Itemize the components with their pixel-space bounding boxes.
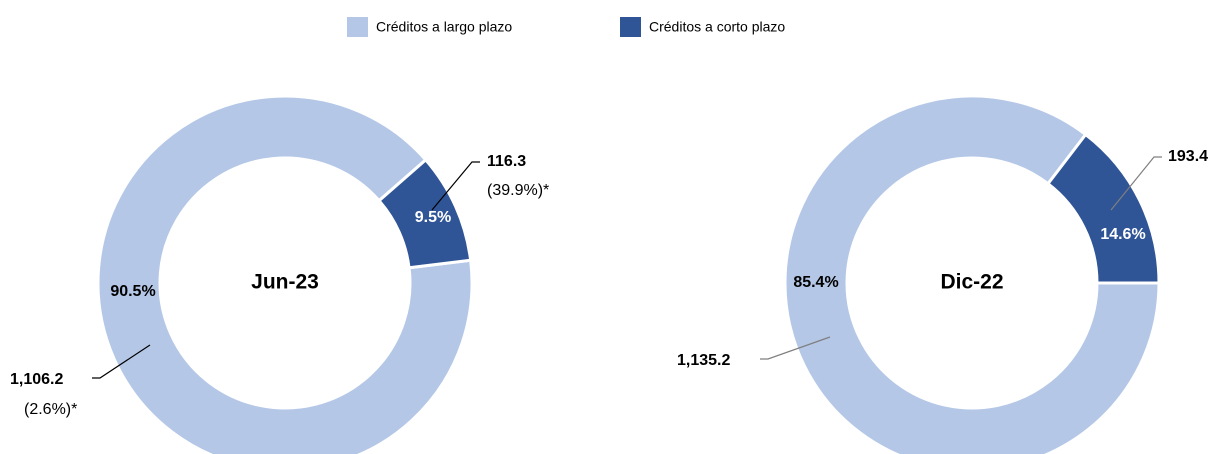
donut-segment xyxy=(1045,132,1161,285)
donut-segment xyxy=(376,157,473,270)
percent-label: 9.5% xyxy=(415,209,451,226)
legend-swatch xyxy=(620,17,641,37)
percent-label: 90.5% xyxy=(110,283,155,300)
donut-segment xyxy=(783,94,1161,454)
amount-label: 1,106.2 xyxy=(10,371,63,388)
amount-label: 1,135.2 xyxy=(677,352,730,369)
percent-label: 85.4% xyxy=(793,274,838,291)
change-label: (2.6%)* xyxy=(24,401,77,418)
donut-segment xyxy=(96,94,474,454)
leader-line xyxy=(1110,156,1162,211)
amount-label: 116.3 xyxy=(487,153,526,170)
leader-line xyxy=(431,161,480,211)
center-label: Dic-22 xyxy=(940,271,1003,294)
center-label: Jun-23 xyxy=(251,271,319,294)
leader-line xyxy=(92,344,151,379)
percent-label: 14.6% xyxy=(1100,226,1145,243)
legend-label: Créditos a largo plazo xyxy=(376,19,512,35)
change-label: (39.9%)* xyxy=(487,182,549,199)
amount-label: 193.4 xyxy=(1168,148,1208,165)
legend-label: Créditos a corto plazo xyxy=(649,19,785,35)
leader-line xyxy=(760,336,831,360)
legend-swatch xyxy=(347,17,368,37)
